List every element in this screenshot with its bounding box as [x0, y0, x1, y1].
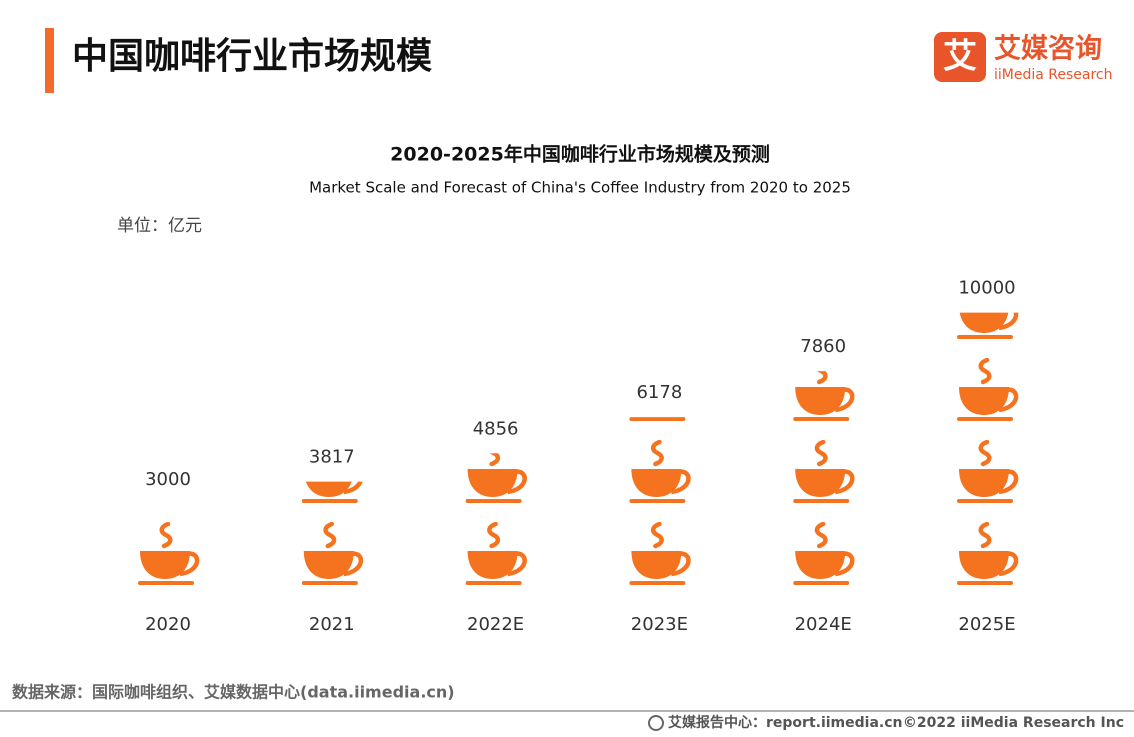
x-tick-label: 2022E — [467, 614, 524, 635]
value-label: 3000 — [145, 469, 191, 490]
title-accent — [45, 28, 54, 93]
page-title: 中国咖啡行业市场规模 — [72, 36, 432, 77]
logo-name: 艾媒咨询 — [994, 33, 1102, 65]
x-tick-label: 2024E — [795, 614, 852, 635]
x-tick-label: 2021 — [309, 614, 355, 635]
footer-copyright: ©2022 iiMedia Research Inc — [903, 715, 1124, 731]
chart-title: 2020-2025年中国咖啡行业市场规模及预测 — [390, 143, 770, 166]
cup-stack — [302, 278, 361, 585]
chart-subtitle: Market Scale and Forecast of China's Cof… — [309, 179, 851, 197]
logo-mark: 艾 — [943, 37, 977, 77]
cup-stack — [957, 278, 1016, 585]
value-label: 10000 — [958, 278, 1015, 299]
value-label: 7860 — [800, 336, 846, 357]
value-label: 3817 — [309, 447, 355, 468]
x-tick-label: 2020 — [145, 614, 191, 635]
value-label: 4856 — [473, 418, 519, 439]
source: 数据来源：国际咖啡组织、艾媒数据中心(data.iimedia.cn) — [12, 683, 455, 702]
footer-center: 艾媒报告中心：report.iimedia.cn — [668, 714, 903, 731]
logo-mark-bg — [934, 32, 986, 82]
x-tick-label: 2023E — [631, 614, 688, 635]
unit-label: 单位：亿元 — [117, 216, 202, 236]
footer-icon — [648, 715, 664, 731]
x-tick-label: 2025E — [958, 614, 1015, 635]
logo-sub: iiMedia Research — [994, 67, 1113, 83]
cup-stack — [793, 278, 852, 585]
value-label: 6178 — [636, 382, 682, 403]
cup-stack — [138, 278, 197, 585]
cup-stack — [629, 278, 688, 585]
